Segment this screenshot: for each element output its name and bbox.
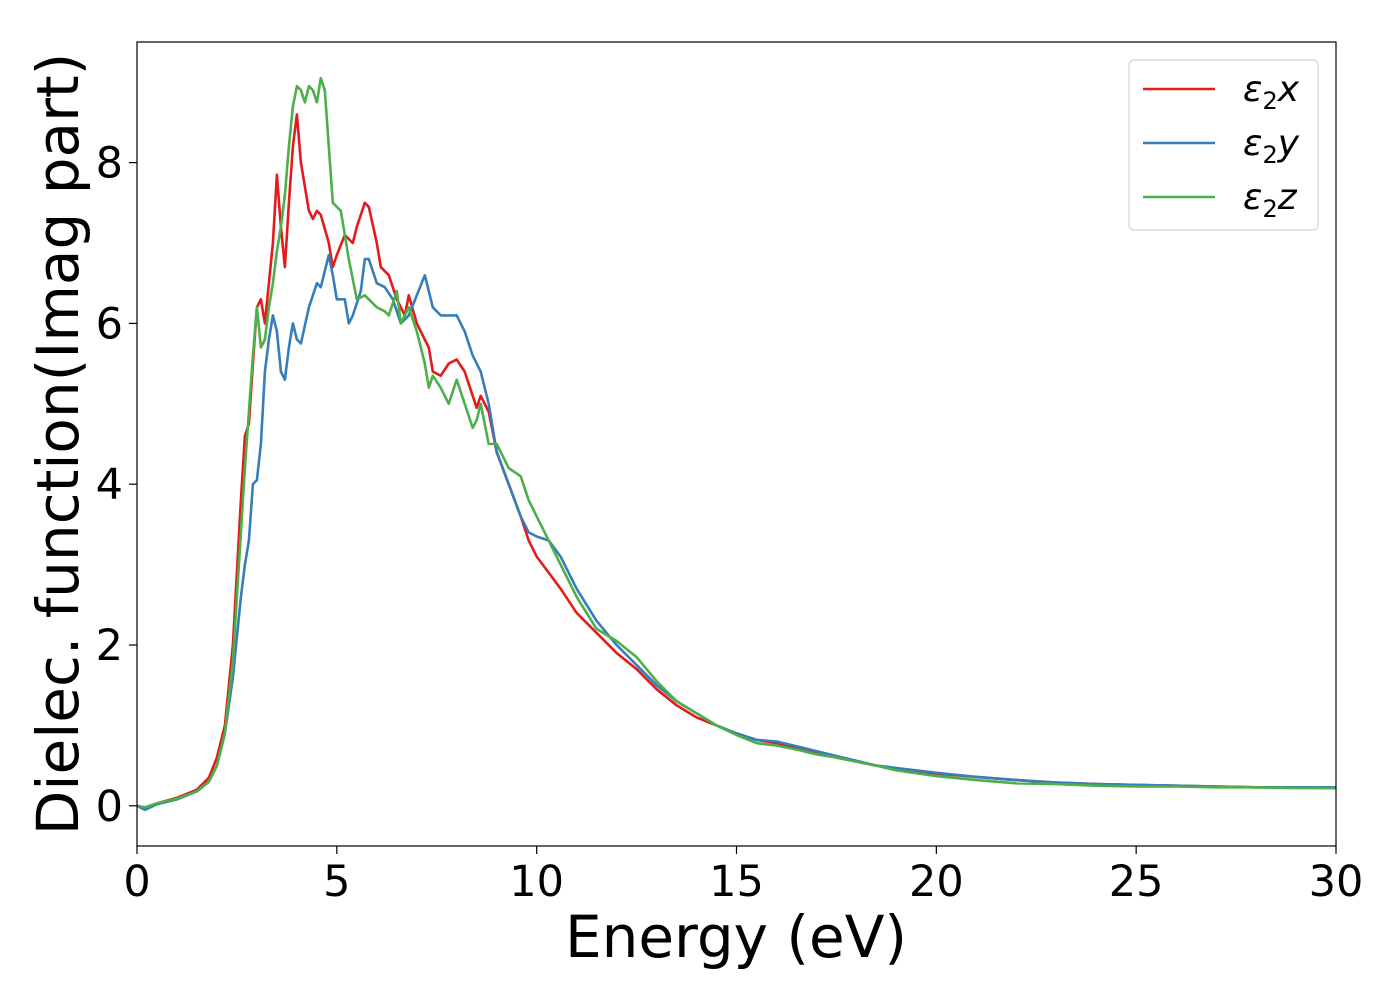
y-tick-label: 6 <box>96 299 123 349</box>
y-tick-label: 8 <box>96 139 123 189</box>
y-axis-label: Dielec. function(Imag part) <box>24 53 92 836</box>
legend-box <box>1128 59 1319 231</box>
series-line-x <box>137 113 1336 810</box>
legend-label-y: ε2y <box>1243 123 1300 169</box>
y-tick-label: 4 <box>96 460 123 510</box>
x-tick-label: 20 <box>909 857 964 907</box>
series-layer <box>137 76 1336 812</box>
legend-label-x: ε2x <box>1243 69 1300 115</box>
y-tick-label: 0 <box>96 782 123 832</box>
x-tick-label: 25 <box>1109 857 1164 907</box>
x-tick-label: 30 <box>1309 857 1364 907</box>
legend: ε2x ε2y ε2z <box>1128 59 1319 231</box>
x-tick-label: 15 <box>709 857 764 907</box>
x-tick-label: 0 <box>123 857 150 907</box>
x-tick-label: 5 <box>323 857 350 907</box>
y-tick-label: 2 <box>96 621 123 671</box>
legend-label-z: ε2z <box>1243 177 1298 223</box>
series-line-z <box>137 76 1336 809</box>
x-axis-ticks: 0 5 10 15 20 25 30 <box>123 846 1363 907</box>
series-line-y <box>137 253 1336 812</box>
y-axis-ticks: 0 2 4 6 8 <box>96 139 137 832</box>
x-axis-label: Energy (eV) <box>565 903 907 971</box>
x-tick-label: 10 <box>509 857 564 907</box>
